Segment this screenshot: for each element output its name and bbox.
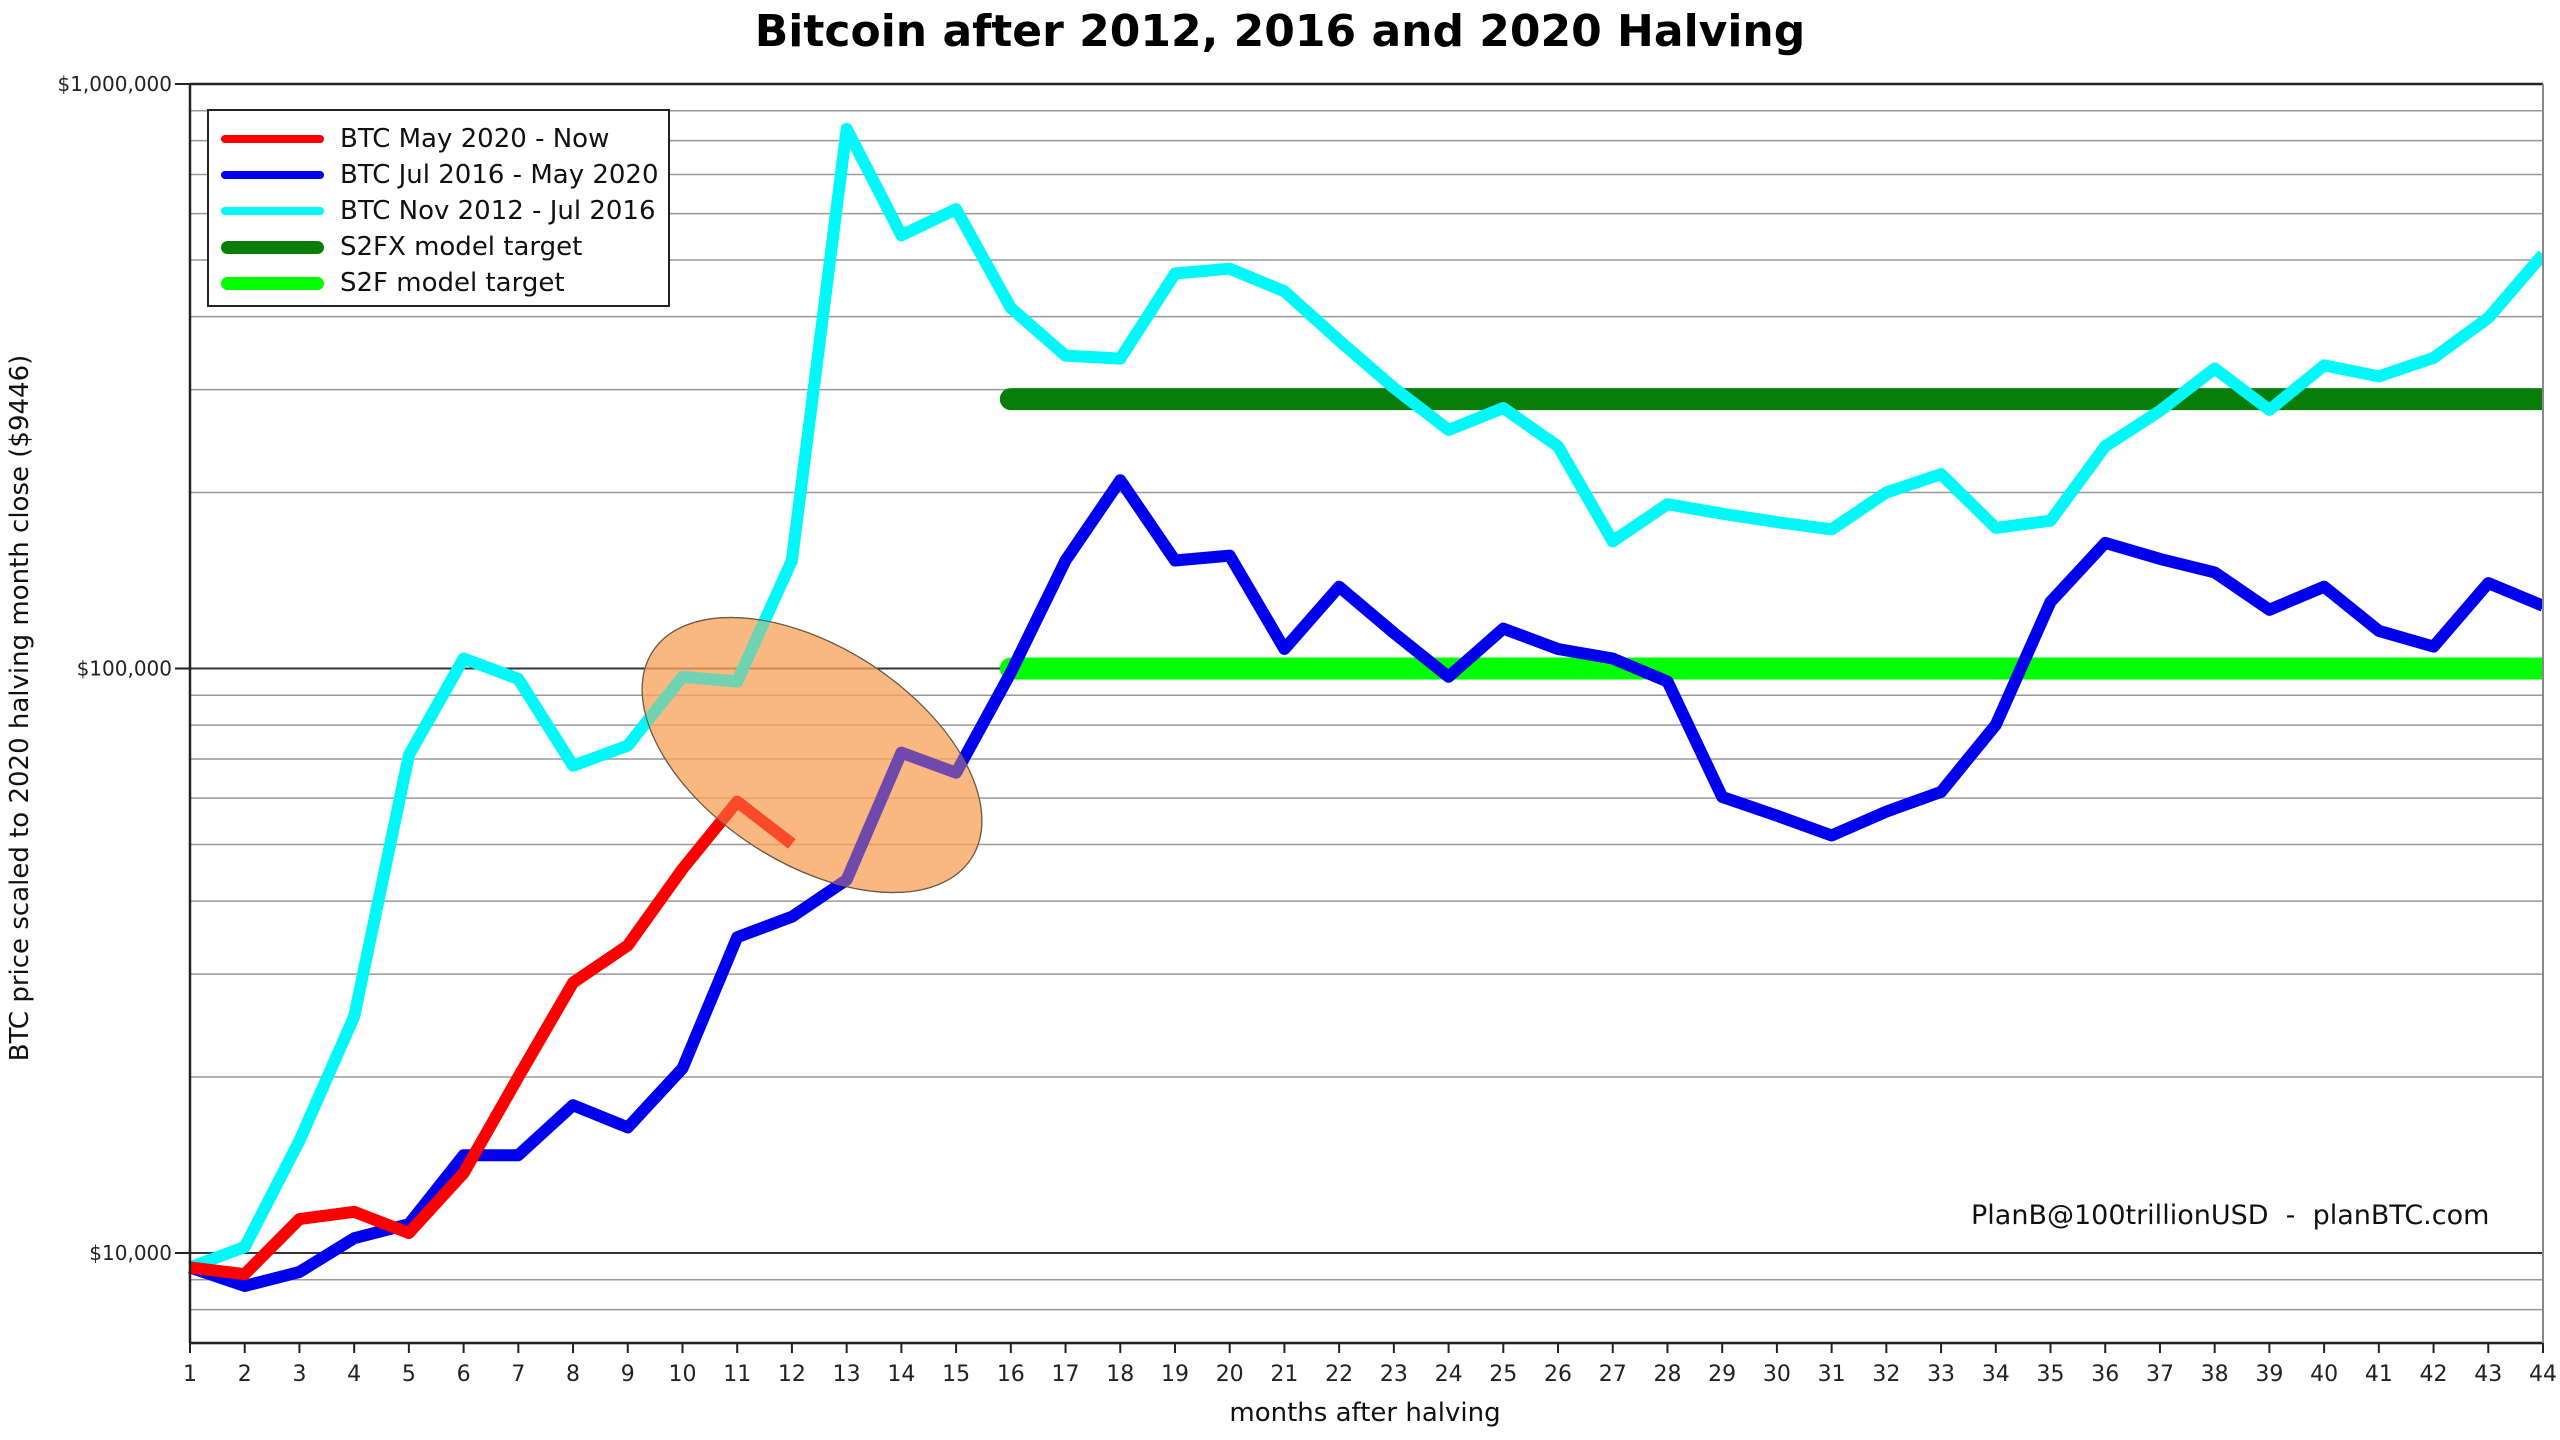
x-tick-label: 36 [2091, 1362, 2119, 1387]
x-tick-label: 34 [1982, 1362, 2010, 1387]
x-tick-label: 30 [1763, 1362, 1791, 1387]
x-tick-label: 19 [1161, 1362, 1189, 1387]
legend-item-s2fx: S2FX model target [221, 229, 582, 265]
series-line [187, 122, 2548, 1274]
x-tick-label: 38 [2201, 1362, 2229, 1387]
x-axis-label: months after halving [1229, 1398, 1501, 1428]
legend-item-btc-2012: BTC Nov 2012 - Jul 2016 [221, 193, 656, 229]
x-tick-label: 42 [2420, 1362, 2448, 1387]
highlight-ellipse-overlay [641, 616, 983, 894]
x-tick-label: 32 [1872, 1362, 1900, 1387]
x-tick-label: 35 [2037, 1362, 2065, 1387]
x-tick-label: 31 [1818, 1362, 1846, 1387]
legend-swatch-bright-green [221, 276, 324, 290]
series-line [188, 474, 2546, 1292]
x-tick-label: 5 [402, 1362, 416, 1387]
x-tick-label: 12 [778, 1362, 806, 1387]
x-tick-label: 40 [2310, 1362, 2338, 1387]
y-tick-label: $1,000,000 [57, 72, 172, 96]
x-tick-label: 21 [1270, 1362, 1298, 1387]
series-layer [187, 0, 2560, 1440]
y-axis-label: BTC price scaled to 2020 halving month c… [5, 354, 35, 1062]
x-tick-label: 28 [1653, 1362, 1681, 1387]
x-tick-label: 37 [2146, 1362, 2174, 1387]
x-tick-label: 3 [292, 1362, 306, 1387]
x-tick-label: 29 [1708, 1362, 1736, 1387]
legend-label: S2FX model target [340, 232, 583, 262]
x-tick-label: 2 [238, 1362, 252, 1387]
chart-title: Bitcoin after 2012, 2016 and 2020 Halvin… [754, 6, 1806, 57]
x-tick-label: 10 [668, 1362, 696, 1387]
x-tick-label: 11 [723, 1362, 751, 1387]
legend-swatch-cyan [221, 207, 324, 215]
x-tick-label: 24 [1435, 1362, 1463, 1387]
x-tick-label: 18 [1106, 1362, 1134, 1387]
x-tick-label: 9 [621, 1362, 635, 1387]
legend: BTC May 2020 - Now BTC Jul 2016 - May 20… [207, 109, 670, 307]
y-tick-label: $10,000 [89, 1241, 172, 1265]
legend-item-btc-2020: BTC May 2020 - Now [221, 121, 609, 157]
x-tick-label: 8 [566, 1362, 580, 1387]
legend-item-s2f: S2F model target [221, 265, 565, 301]
legend-label: S2F model target [340, 268, 565, 298]
x-tick-label: 41 [2365, 1362, 2393, 1387]
x-tick-label: 39 [2255, 1362, 2283, 1387]
x-tick-label: 26 [1544, 1362, 1572, 1387]
legend-label: BTC Jul 2016 - May 2020 [340, 160, 659, 190]
x-tick-label: 6 [457, 1362, 471, 1387]
x-tick-label: 1 [183, 1362, 197, 1387]
x-tick-label: 27 [1599, 1362, 1627, 1387]
legend-item-btc-2016: BTC Jul 2016 - May 2020 [221, 157, 659, 193]
x-tick-label: 17 [1052, 1362, 1080, 1387]
watermark: PlanB@100trillionUSD - planBTC.com [1971, 1200, 2490, 1231]
series-line [189, 795, 796, 1281]
right-mask [2544, 0, 2560, 1440]
legend-swatch-blue [221, 171, 324, 179]
x-tick-label: 13 [833, 1362, 861, 1387]
legend-label: BTC May 2020 - Now [340, 124, 610, 154]
x-tick-label: 22 [1325, 1362, 1353, 1387]
x-tick-label: 33 [1927, 1362, 1955, 1387]
legend-label: BTC Nov 2012 - Jul 2016 [340, 196, 656, 226]
x-tick-label: 16 [997, 1362, 1025, 1387]
legend-swatch-red [221, 135, 324, 143]
x-tick-label: 15 [942, 1362, 970, 1387]
x-tick-label: 23 [1380, 1362, 1408, 1387]
x-tick-label: 20 [1216, 1362, 1244, 1387]
y-tick-label: $100,000 [77, 657, 172, 681]
x-tick-label: 7 [511, 1362, 525, 1387]
x-tick-label: 4 [347, 1362, 361, 1387]
x-tick-label: 43 [2474, 1362, 2502, 1387]
legend-swatch-dark-green [221, 240, 324, 254]
x-tick-label: 14 [887, 1362, 915, 1387]
x-tick-label: 25 [1489, 1362, 1517, 1387]
x-tick-label: 44 [2529, 1362, 2557, 1387]
